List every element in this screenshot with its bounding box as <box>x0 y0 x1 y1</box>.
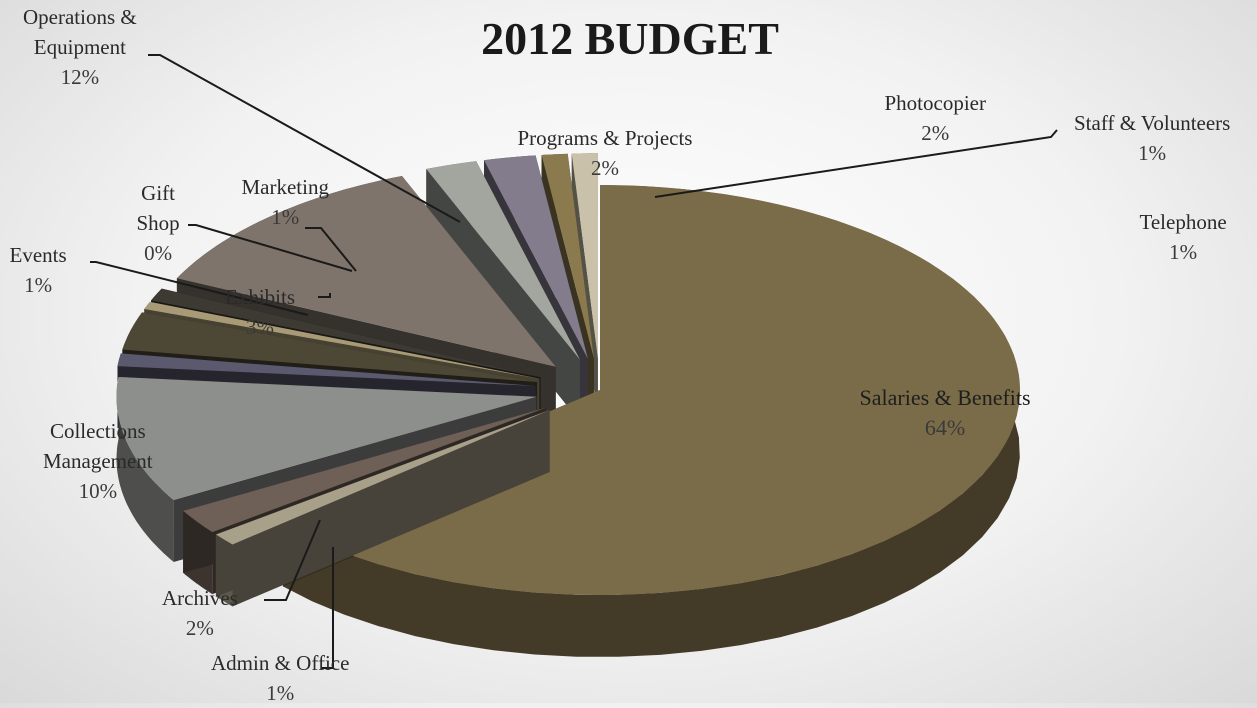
data-label-name: Marketing <box>241 175 329 199</box>
pie-slice-top <box>116 376 537 501</box>
leader-line <box>318 293 331 298</box>
pie-slice-top <box>426 161 581 360</box>
leader-line <box>90 261 309 316</box>
data-label: Events 1% <box>10 240 67 300</box>
data-label-percent: 10% <box>78 479 118 503</box>
pie-slice-side <box>116 377 174 562</box>
data-label-percent: 2% <box>921 121 950 145</box>
leader-line <box>188 224 353 272</box>
data-label: Staff & Volunteers 1% <box>1074 108 1230 168</box>
pie-slice-top <box>215 410 550 545</box>
pie-slice-admin-office <box>215 410 550 607</box>
data-label-percent: 2% <box>185 616 214 640</box>
data-label-name: Gift <box>141 181 175 205</box>
leader-line <box>264 519 321 601</box>
data-label-name: Exhibits <box>225 285 296 309</box>
pie-slice-top <box>183 407 546 533</box>
data-label-name: Archives <box>162 586 238 610</box>
data-label-percent: 1% <box>266 681 295 705</box>
data-label-percent: 64% <box>924 415 966 440</box>
chart-title: 2012 BUDGET <box>481 13 779 64</box>
leader-line <box>148 54 461 223</box>
data-label-percent: 12% <box>60 65 100 89</box>
data-label: Admin & Office 1% <box>211 648 349 708</box>
data-label-name: Admin & Office <box>211 651 350 675</box>
data-label: Photocopier 2% <box>885 88 986 148</box>
data-label-name: Photocopier <box>884 91 986 115</box>
pie-slice-top <box>144 301 540 379</box>
leader-line <box>322 547 334 669</box>
leader-line <box>305 227 357 272</box>
data-label: Gift Shop 0% <box>137 178 180 268</box>
data-label-name: Collections <box>49 419 146 443</box>
data-label: Telephone 1% <box>1140 207 1227 267</box>
pie-slice-top <box>117 353 536 386</box>
data-label-percent: 1% <box>1169 240 1198 264</box>
data-label-percent: 0% <box>144 241 173 265</box>
data-label: Marketing 1% <box>242 172 329 232</box>
data-label-name: Events <box>9 243 67 267</box>
data-label-name: Salaries & Benefits <box>859 385 1031 410</box>
data-label-percent: 1% <box>1138 141 1167 165</box>
pie-slice-top <box>541 153 594 359</box>
data-label-name: Programs & Projects <box>517 126 693 150</box>
data-label-percent: 2% <box>590 156 619 180</box>
leader-line <box>654 129 1058 198</box>
data-label: Operations & Equipment 12% <box>23 2 137 92</box>
data-label-name: Telephone <box>1139 210 1227 234</box>
pie-slice-side <box>282 185 1020 657</box>
data-label-percent: 1% <box>271 205 300 229</box>
data-label-name: Operations & <box>23 5 137 29</box>
data-label: Collections Management 10% <box>43 416 153 506</box>
data-label-name: Staff & Volunteers <box>1074 111 1231 135</box>
data-label-name: Shop <box>136 211 180 235</box>
data-label-name: Management <box>43 449 153 473</box>
pie-slice-top <box>176 176 556 367</box>
data-label-name: Equipment <box>33 35 126 59</box>
data-label-percent: 3% <box>246 315 274 339</box>
pie-slice-top <box>151 288 541 378</box>
data-label: Exhibits 3% <box>225 282 295 342</box>
pie-slice-edge <box>215 410 550 597</box>
data-label: Salaries & Benefits 64% <box>860 383 1031 443</box>
pie-slice-top <box>122 312 538 383</box>
data-label: Programs & Projects 2% <box>518 123 693 183</box>
pie-slice-top <box>571 153 598 359</box>
data-label-percent: 1% <box>24 273 53 297</box>
data-label: Archives 2% <box>162 583 238 643</box>
pie-slice-top <box>484 155 588 359</box>
